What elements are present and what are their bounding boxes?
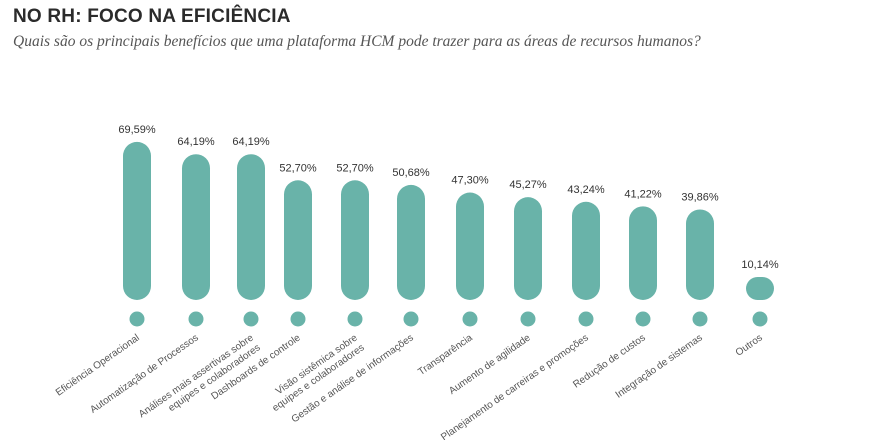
bar <box>284 180 312 300</box>
category-dot <box>188 311 204 327</box>
category-dot <box>635 311 651 327</box>
data-label: 52,70% <box>336 162 374 174</box>
category-dot <box>578 311 594 327</box>
data-label: 52,70% <box>279 162 317 174</box>
bar <box>572 201 600 300</box>
data-label: 43,24% <box>567 184 605 196</box>
category-label-line: Transparência <box>416 332 475 378</box>
chart-subtitle: Quais são os principais benefícios que u… <box>13 33 701 50</box>
category-dot <box>520 311 536 327</box>
bar <box>629 206 657 300</box>
category-dot <box>462 311 478 327</box>
category-label: Transparência <box>416 332 475 378</box>
bar <box>514 197 542 300</box>
data-label: 10,14% <box>741 259 779 271</box>
bar <box>237 154 265 300</box>
bar <box>746 276 774 300</box>
category-label: Outros <box>734 332 765 358</box>
bar <box>456 192 484 300</box>
data-label: 64,19% <box>177 136 215 148</box>
chart-title: NO RH: FOCO NA EFICIÊNCIA <box>13 6 291 27</box>
data-label: 69,59% <box>118 124 156 136</box>
bar <box>123 141 151 300</box>
bar <box>182 154 210 300</box>
category-label-line: Outros <box>734 332 765 358</box>
bar <box>397 184 425 300</box>
data-label: 47,30% <box>451 175 489 187</box>
bar <box>341 180 369 300</box>
data-label: 45,27% <box>509 179 547 191</box>
category-dot <box>403 311 419 327</box>
data-label: 50,68% <box>392 167 430 179</box>
category-dot <box>752 311 768 327</box>
category-dot <box>347 311 363 327</box>
category-dot <box>129 311 145 327</box>
bar <box>686 209 714 300</box>
data-label: 39,86% <box>681 191 719 203</box>
data-label: 64,19% <box>232 136 270 148</box>
data-label: 41,22% <box>624 188 662 200</box>
category-dot <box>243 311 259 327</box>
category-dot <box>692 311 708 327</box>
category-dot <box>290 311 306 327</box>
